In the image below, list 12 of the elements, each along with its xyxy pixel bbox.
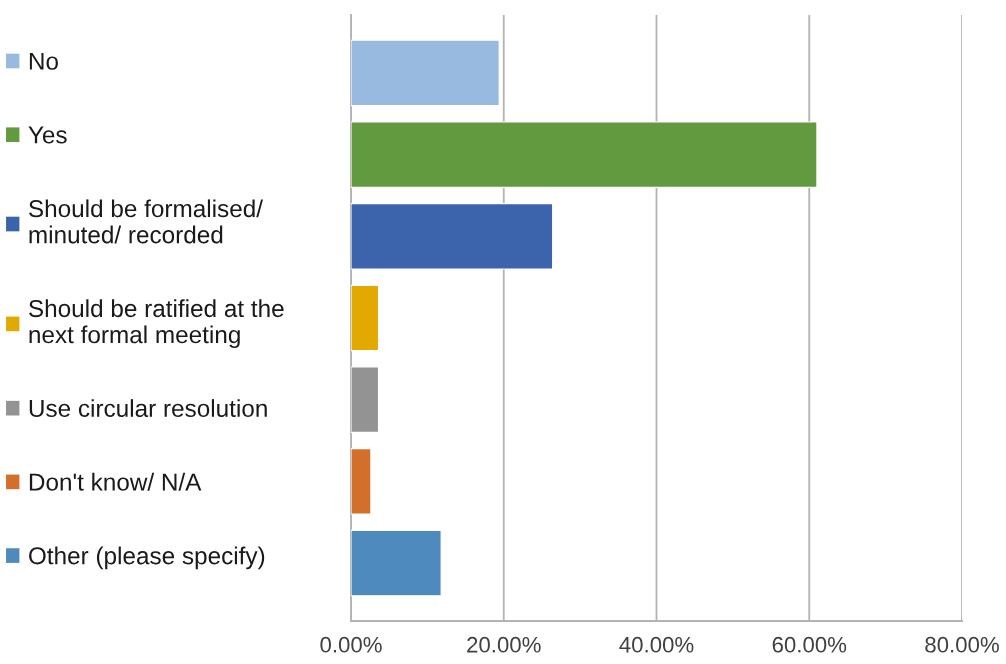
legend-label: No (29, 52, 58, 70)
x-tick-label: 0.00% (320, 636, 382, 653)
x-tick-label: 60.00% (772, 636, 847, 653)
legend-label: Use circular resolution (29, 399, 267, 418)
x-tick-label: 80.00% (925, 636, 999, 653)
legend-label: Don't know/ N/A (29, 472, 202, 491)
legend-label: Should be ratified at the next formal meeting (29, 299, 284, 349)
x-tick-label: 40.00% (619, 636, 694, 653)
x-tick-label: 20.00% (467, 636, 541, 653)
legend-label: Yes (28, 126, 67, 144)
legend-label: Should be formalised/ minuted/ recorded (29, 199, 263, 244)
legend-label: Other (please specify) (29, 546, 265, 570)
